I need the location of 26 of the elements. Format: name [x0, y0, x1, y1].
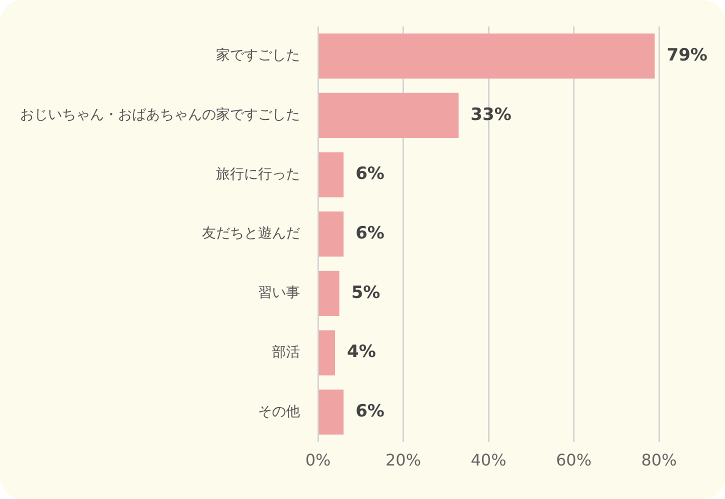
- x-tick-label: 60%: [556, 450, 592, 470]
- y-tick-label: その他: [258, 404, 300, 420]
- y-tick-label: 習い事: [258, 285, 300, 302]
- bar: [318, 270, 340, 316]
- x-tick-label: 20%: [385, 450, 422, 470]
- y-tick-label: 家ですごした: [216, 48, 300, 64]
- data-label: 4%: [347, 342, 376, 362]
- data-label: 5%: [351, 282, 380, 303]
- data-label: 6%: [356, 402, 384, 422]
- bar: [318, 212, 344, 257]
- bar: [318, 390, 344, 435]
- y-tick-label: 友だちと遊んだ: [202, 226, 300, 242]
- y-tick-label: おじいちゃん・おばあちゃんの家ですごした: [20, 107, 300, 124]
- bar: [318, 330, 336, 376]
- data-label: 33%: [470, 104, 512, 125]
- y-tick-label: 部活: [272, 344, 300, 360]
- x-tick-label: 40%: [470, 450, 506, 470]
- bar: [318, 152, 344, 198]
- data-label: 6%: [356, 164, 384, 184]
- x-tick-label: 0%: [305, 450, 331, 470]
- bar: [318, 34, 655, 79]
- bar: [318, 92, 459, 138]
- y-tick-label: 旅行に行った: [216, 166, 300, 182]
- data-label: 6%: [356, 224, 384, 244]
- x-tick-label: 80%: [641, 450, 677, 470]
- data-label: 79%: [666, 45, 708, 66]
